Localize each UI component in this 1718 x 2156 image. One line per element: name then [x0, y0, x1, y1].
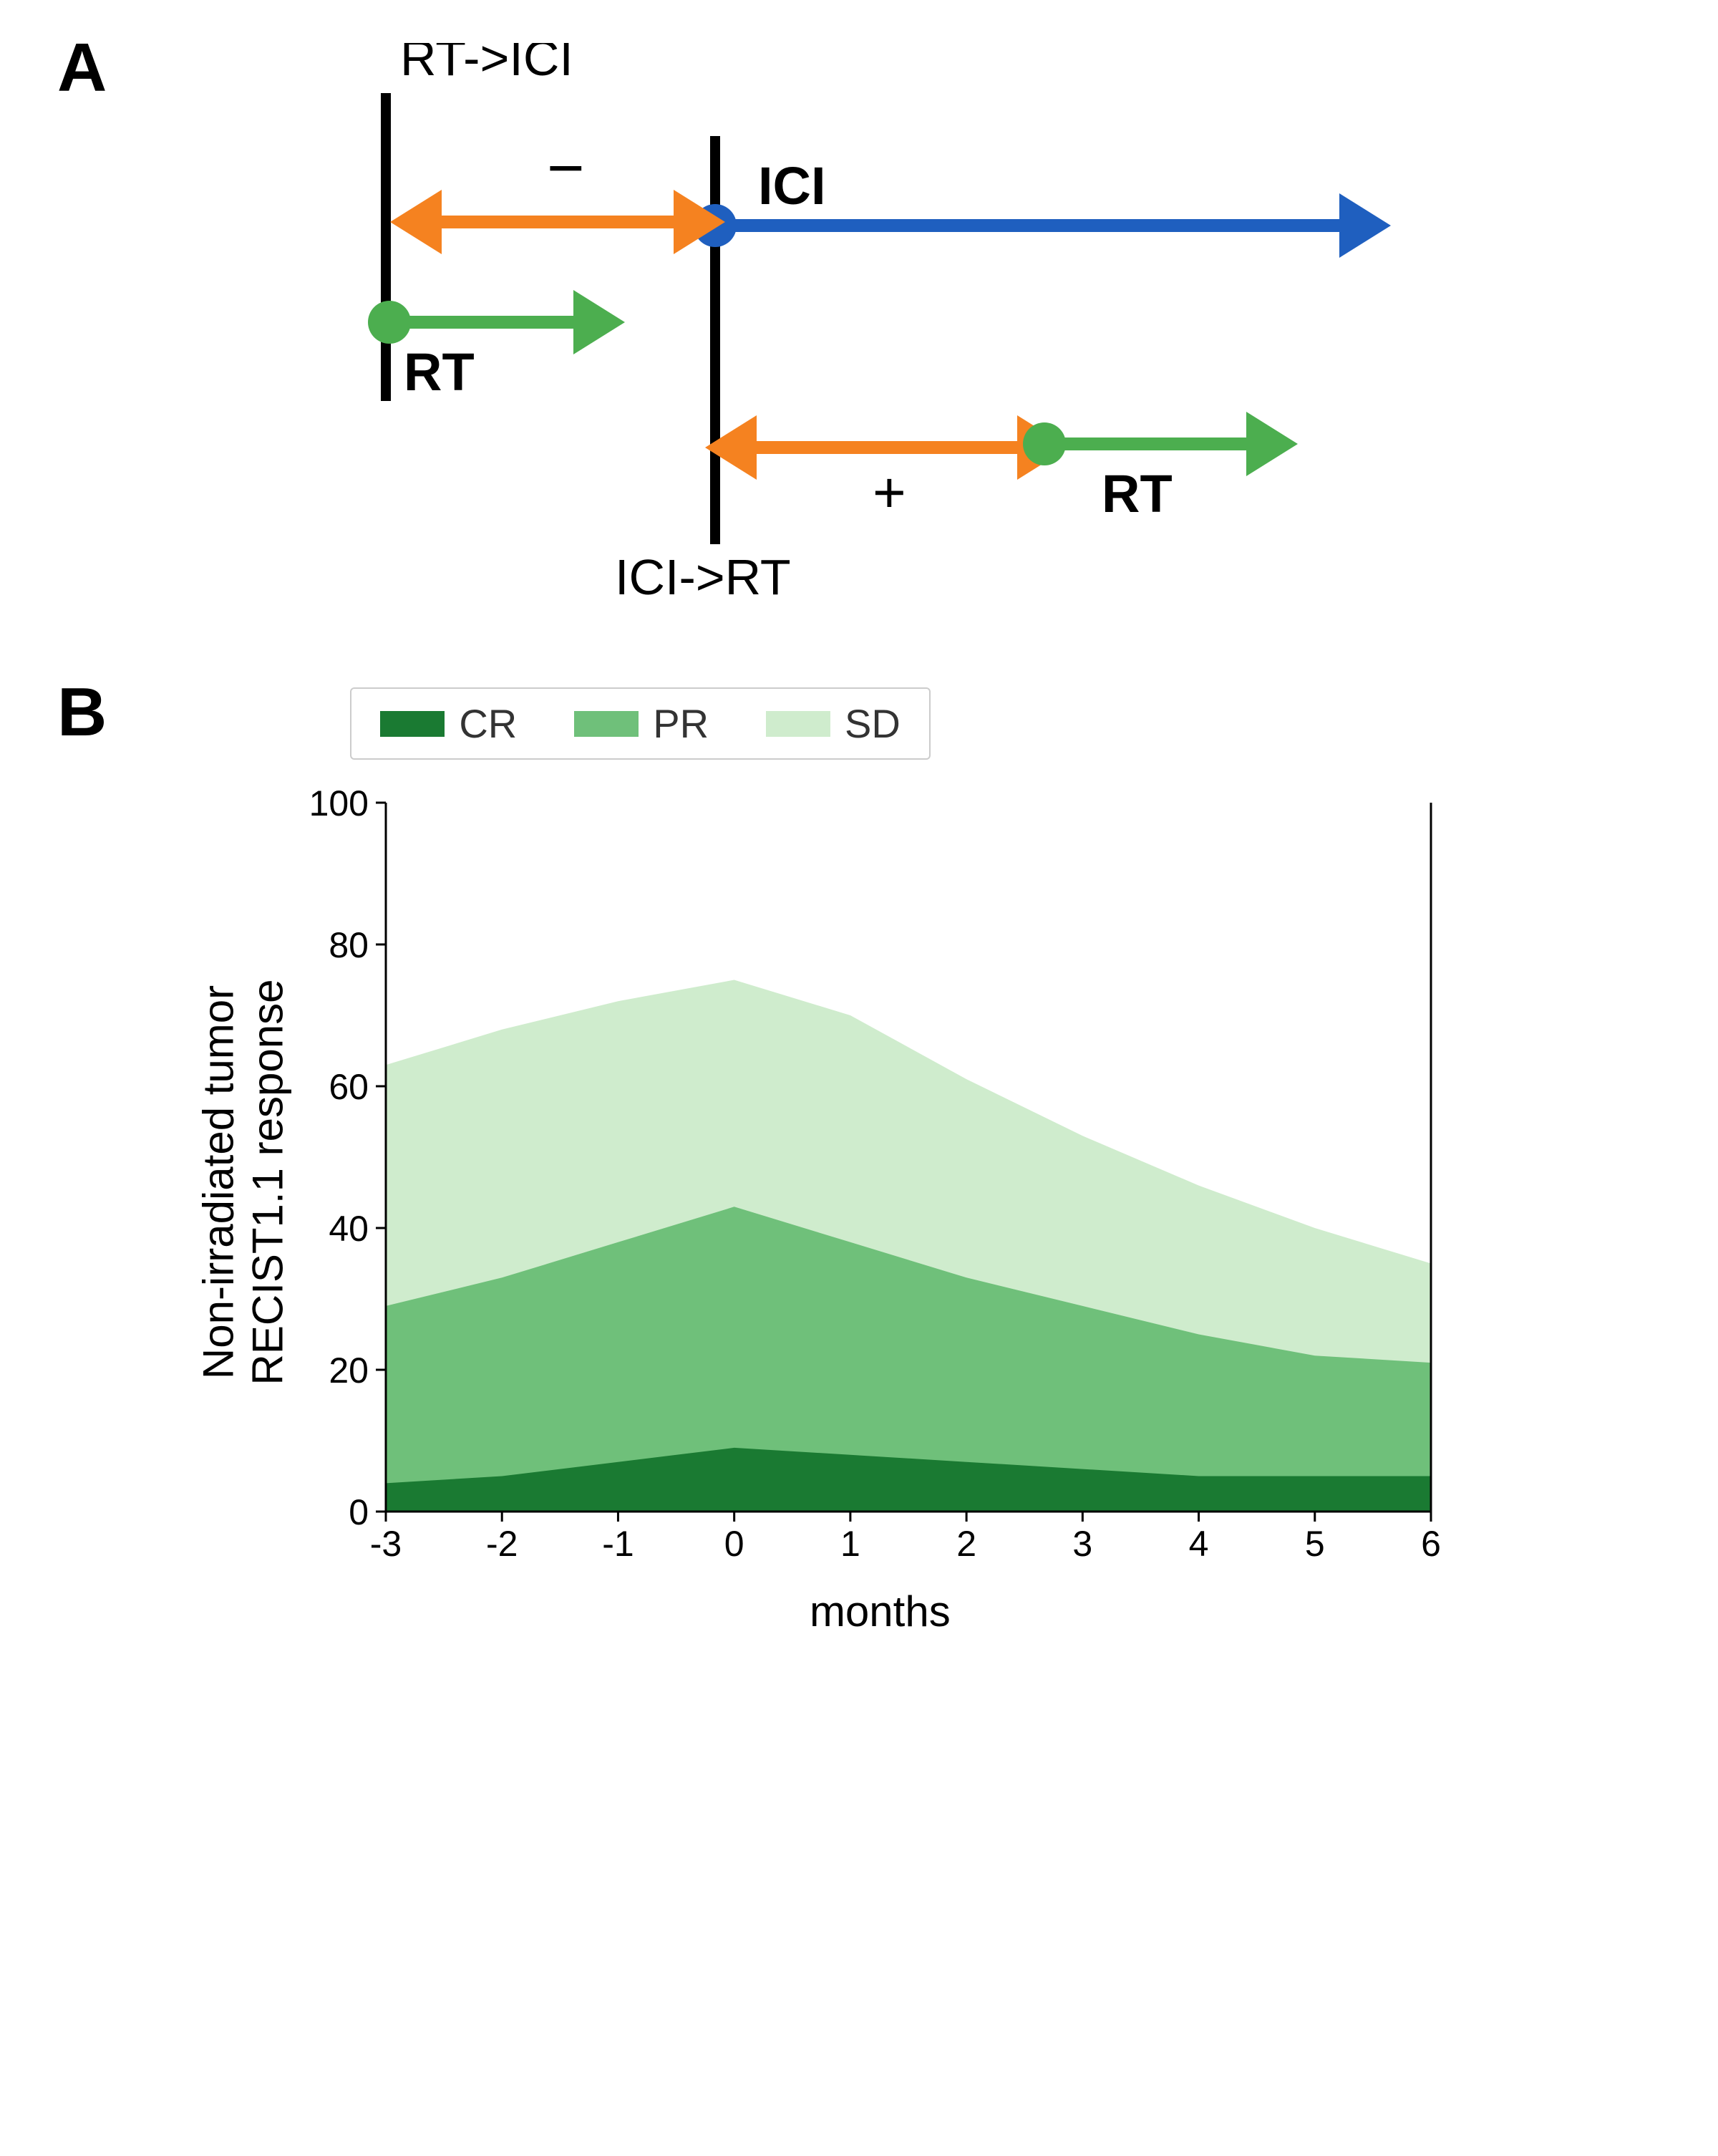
legend-label: SD	[845, 700, 901, 747]
chart-svg-wrap: 0 20 40 60 80 100 -3 -2 -1 0 1 2 3 4 5 6 months	[307, 788, 1452, 1636]
legend-label: CR	[459, 700, 517, 747]
xtick-label: 2	[957, 1524, 977, 1564]
xtick-label: -2	[486, 1524, 518, 1564]
figure-root: A RT->ICIICI−RT+RTICI->RT B CRPRSD Non-i…	[57, 43, 1661, 1636]
ytick-label: 80	[329, 925, 369, 965]
ytick-label: 40	[329, 1209, 369, 1249]
y-axis-label-wrap: Non-irradiated tumor RECIST1.1 response	[178, 788, 307, 1576]
ytick-label: 60	[329, 1067, 369, 1107]
legend-swatch	[766, 711, 830, 737]
xtick-label: 0	[724, 1524, 744, 1564]
legend-swatch	[380, 711, 445, 737]
xtick-label: 1	[840, 1524, 860, 1564]
ytick-label: 0	[349, 1492, 369, 1532]
svg-text:+: +	[873, 460, 906, 524]
xtick-label: -3	[370, 1524, 402, 1564]
legend-swatch	[574, 711, 639, 737]
panel-b: B CRPRSD Non-irradiated tumor RECIST1.1 …	[57, 687, 1661, 1636]
svg-text:RT: RT	[404, 342, 475, 402]
ytick-label: 100	[309, 788, 369, 823]
chart-legend: CR PR SD	[350, 687, 930, 760]
svg-text:−: −	[547, 132, 585, 204]
legend-item: CR	[380, 700, 517, 747]
x-axis-label: months	[307, 1587, 1452, 1636]
xtick-label: 5	[1305, 1524, 1325, 1564]
ylabel-line1: Non-irradiated tumor	[194, 985, 242, 1379]
panel-a-label: A	[57, 29, 107, 107]
xtick-label: 6	[1421, 1524, 1441, 1564]
xtick-label: -1	[603, 1524, 634, 1564]
ylabel-line2: RECIST1.1 response	[243, 980, 291, 1386]
legend-label: PR	[653, 700, 709, 747]
svg-text:RT->ICI: RT->ICI	[400, 43, 573, 86]
xtick-label: 3	[1073, 1524, 1093, 1564]
y-axis-label: Non-irradiated tumor RECIST1.1 response	[193, 980, 292, 1386]
chart-container: Non-irradiated tumor RECIST1.1 response …	[178, 788, 1661, 1636]
svg-text:ICI->RT: ICI->RT	[615, 549, 791, 601]
legend-item: PR	[574, 700, 709, 747]
svg-text:ICI: ICI	[758, 156, 826, 216]
panel-b-label: B	[57, 673, 107, 752]
timing-diagram: RT->ICI ICI − RT + RT ICI->RT	[135, 43, 1661, 601]
area-chart: 0 20 40 60 80 100 -3 -2 -1 0 1 2 3 4 5 6	[307, 788, 1452, 1576]
svg-text:RT: RT	[1102, 464, 1173, 523]
legend-item: SD	[766, 700, 901, 747]
ytick-label: 20	[329, 1350, 369, 1391]
xtick-label: 4	[1189, 1524, 1209, 1564]
panel-a: A RT->ICIICI−RT+RTICI->RT	[57, 43, 1661, 601]
